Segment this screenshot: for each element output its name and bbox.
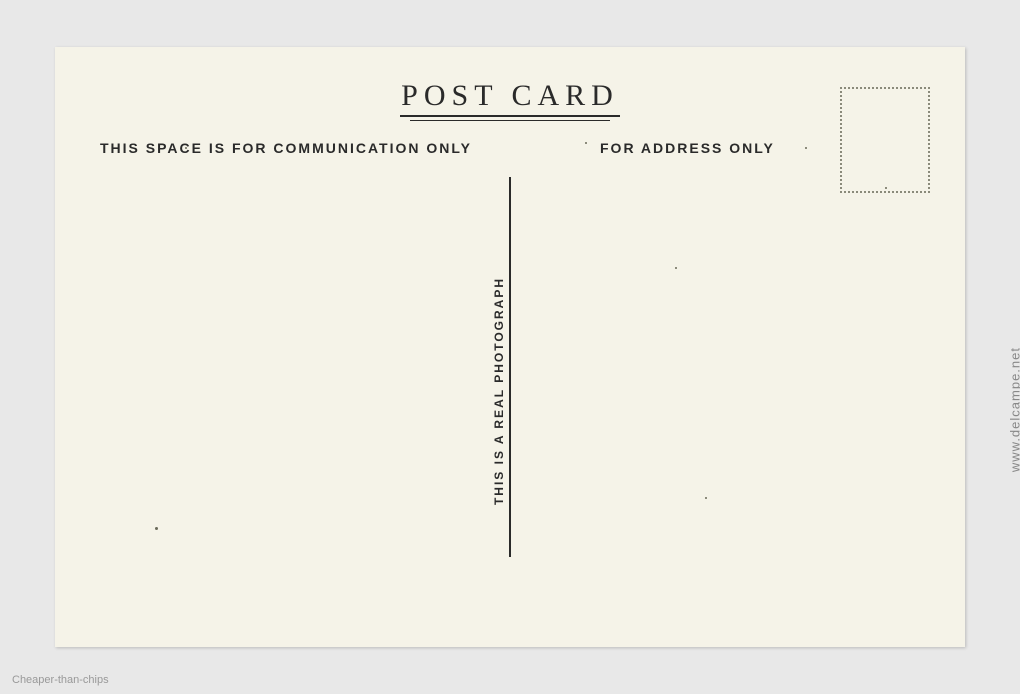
stamp-placeholder [840,87,930,193]
speckle [585,142,587,144]
watermark-site: www.delcampe.net [1008,347,1020,472]
speckle [675,267,677,269]
photograph-label: THIS IS A REAL PHOTOGRAPH [492,277,506,505]
speckle [155,527,158,530]
center-divider [509,177,511,557]
watermark-seller: Cheaper-than-chips [12,674,109,686]
speckle [705,497,707,499]
postcard-title: POST CARD [401,79,619,113]
title-underline [400,115,620,117]
title-underline-secondary [410,120,610,121]
postcard-back: POST CARD THIS SPACE IS FOR COMMUNICATIO… [55,47,965,647]
speckle [185,147,187,149]
communication-label: THIS SPACE IS FOR COMMUNICATION ONLY [100,140,472,156]
speckle [805,147,807,149]
address-label: FOR ADDRESS ONLY [600,140,775,156]
speckle [885,187,887,189]
